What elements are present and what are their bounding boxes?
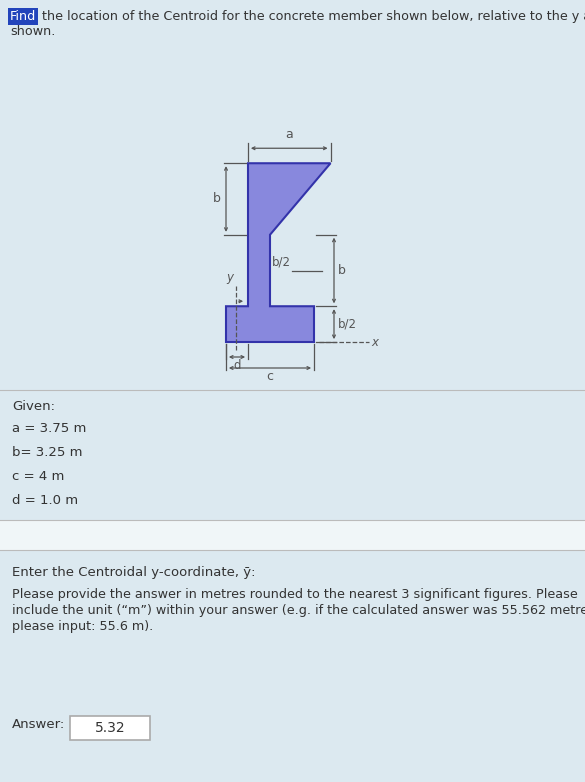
Text: x: x	[371, 335, 378, 349]
Text: d = 1.0 m: d = 1.0 m	[12, 494, 78, 507]
Text: Given:: Given:	[12, 400, 55, 413]
Text: b/2: b/2	[272, 256, 291, 268]
Text: d: d	[233, 359, 241, 372]
Text: the location of the Centroid for the concrete member shown below, relative to th: the location of the Centroid for the con…	[38, 10, 585, 23]
Text: b= 3.25 m: b= 3.25 m	[12, 446, 82, 459]
Text: 5.32: 5.32	[95, 721, 125, 735]
Text: Answer:: Answer:	[12, 718, 66, 731]
Text: b/2: b/2	[338, 317, 357, 331]
Text: please input: 55.6 m).: please input: 55.6 m).	[12, 620, 153, 633]
Text: y: y	[226, 271, 233, 284]
Text: b: b	[338, 264, 346, 277]
Text: include the unit (“m”) within your answer (e.g. if the calculated answer was 55.: include the unit (“m”) within your answe…	[12, 604, 585, 617]
Bar	[0, 550, 585, 782]
Bar	[0, 520, 585, 550]
Text: b: b	[213, 192, 221, 206]
Polygon shape	[226, 163, 331, 342]
Text: c: c	[267, 370, 274, 383]
Text: c = 4 m: c = 4 m	[12, 470, 64, 483]
Text: shown.: shown.	[10, 25, 56, 38]
Text: Find: Find	[10, 10, 36, 23]
Text: a: a	[285, 128, 293, 142]
Text: Enter the Centroidal y-coordinate, ȳ:: Enter the Centroidal y-coordinate, ȳ:	[12, 566, 256, 579]
Bar	[70, 716, 150, 740]
Text: a = 3.75 m: a = 3.75 m	[12, 422, 87, 435]
Text: Please provide the answer in metres rounded to the nearest 3 significant figures: Please provide the answer in metres roun…	[12, 588, 578, 601]
